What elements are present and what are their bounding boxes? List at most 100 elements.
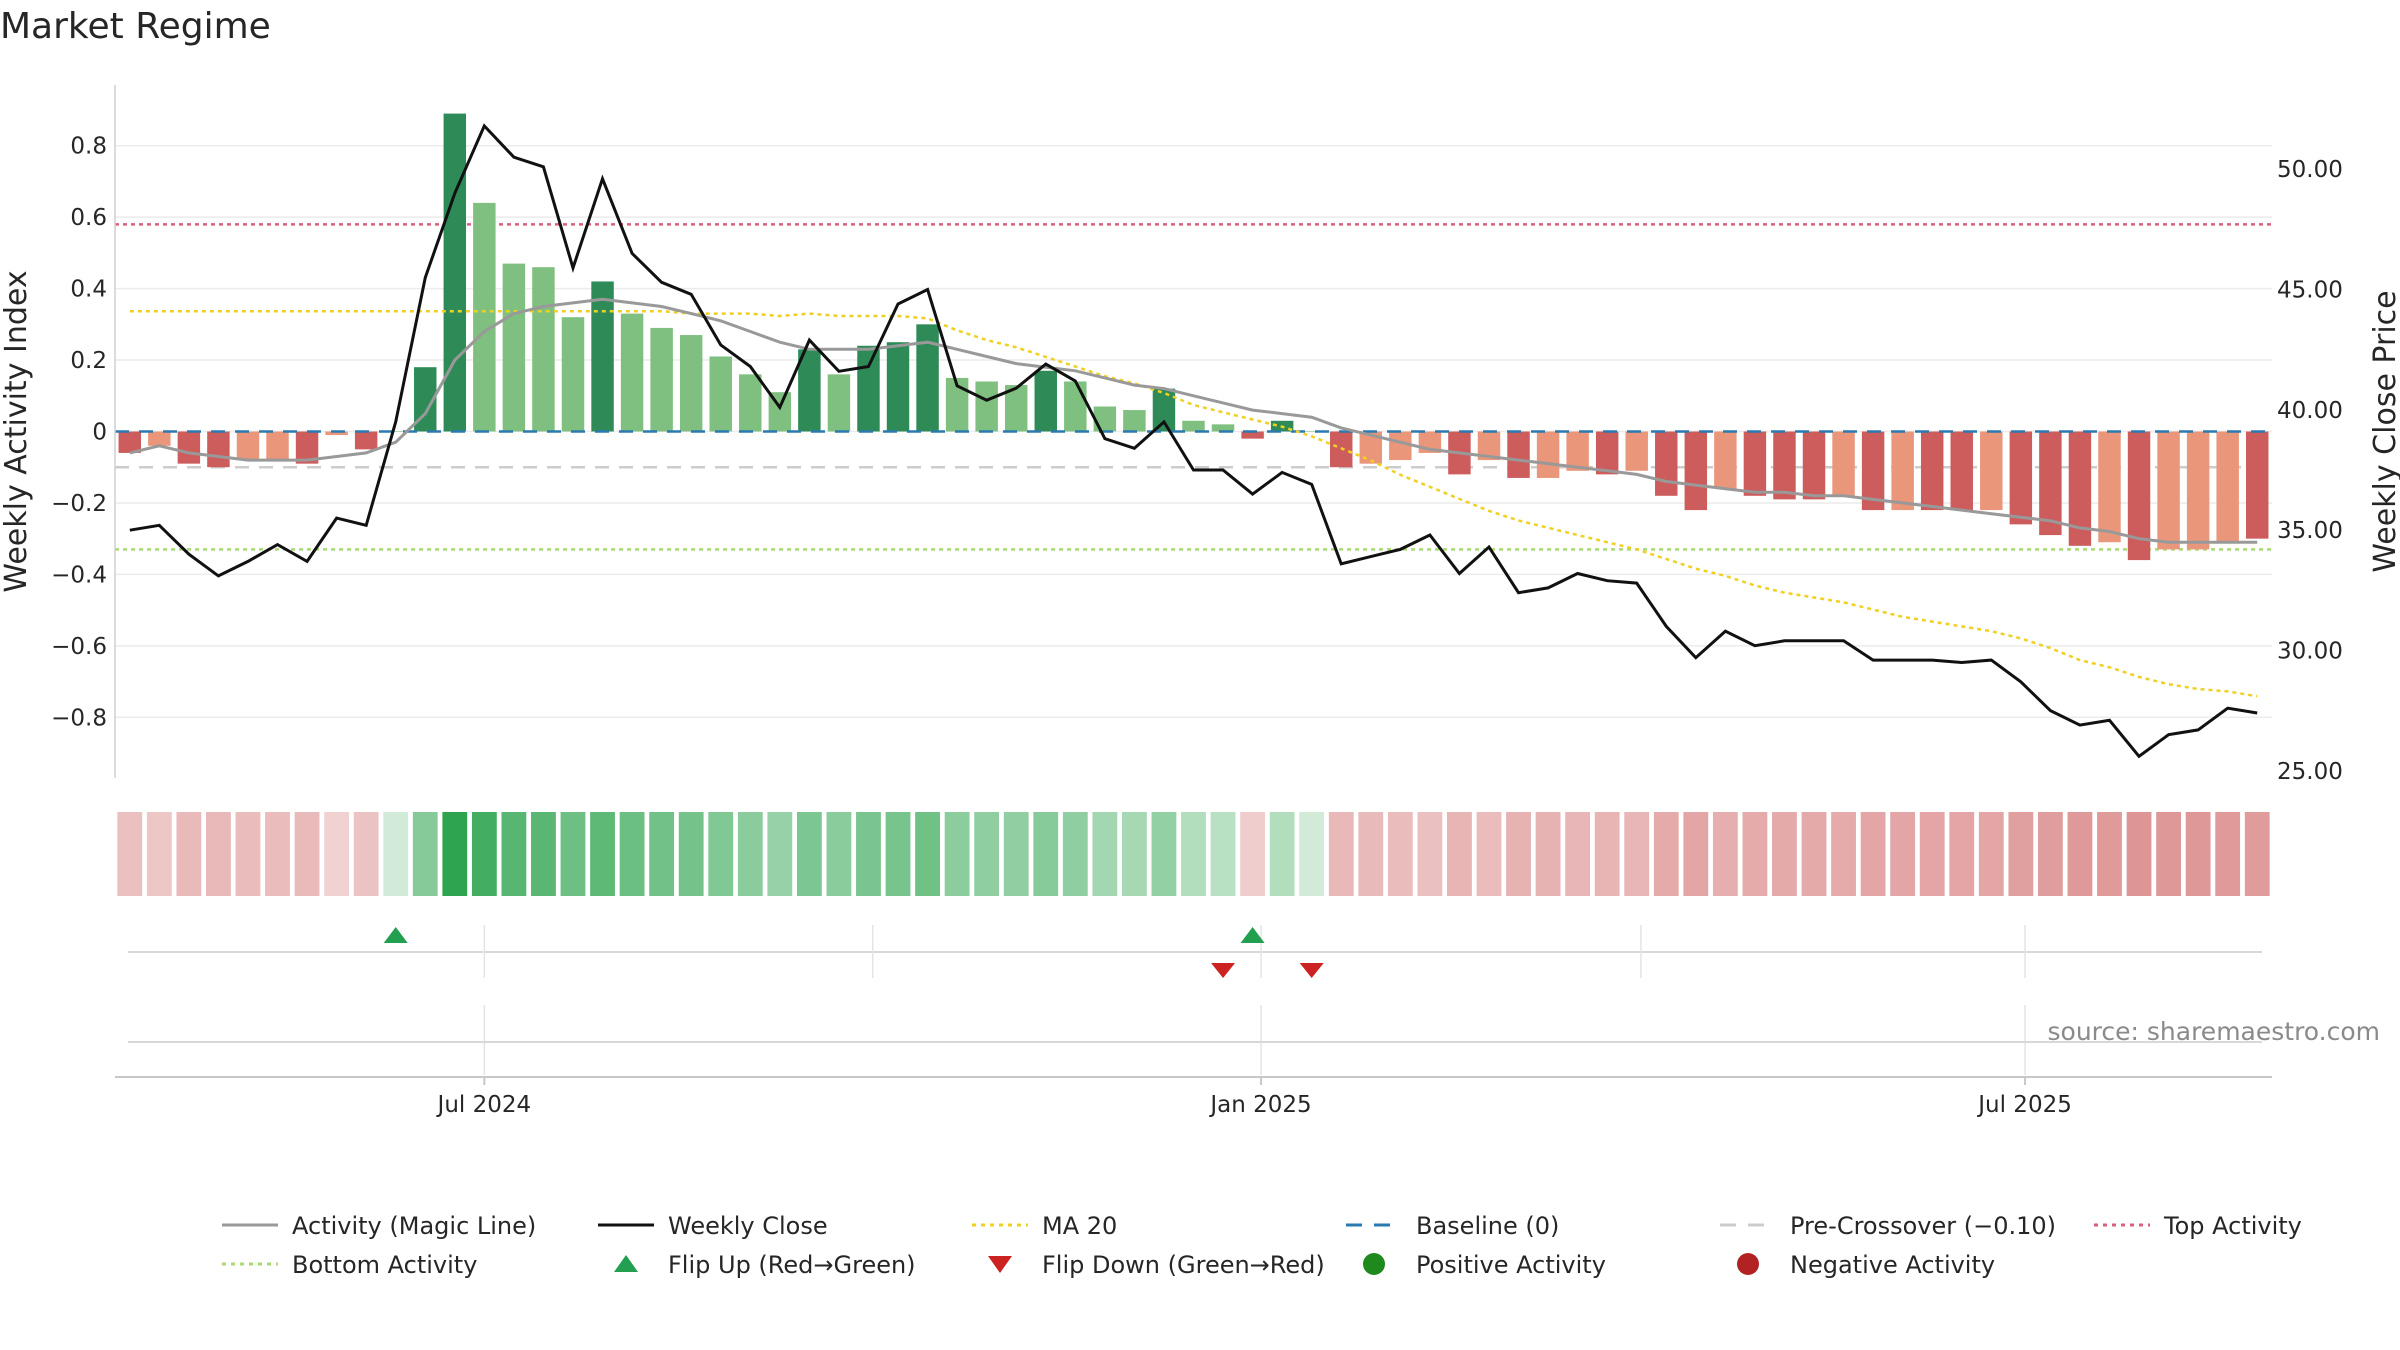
activity-bar	[591, 281, 614, 432]
heat-cell	[1476, 812, 1502, 896]
legend-item: Pre-Crossover (−0.10)	[1720, 1212, 2056, 1240]
activity-bar	[118, 431, 142, 453]
heat-cell	[294, 812, 320, 896]
activity-heat-strip	[117, 812, 2270, 896]
activity-bar	[502, 263, 526, 432]
flip-markers-panel	[128, 925, 2262, 978]
lower-panel: Jul 2024 Jan 2025 Jul 2025	[115, 1005, 2272, 1118]
heat-cell	[146, 812, 172, 896]
activity-bar	[798, 349, 821, 432]
right-tick-label: 25.00	[2277, 759, 2343, 785]
heat-cell	[531, 812, 556, 896]
left-axis-label: Weekly Activity Index	[0, 270, 34, 592]
activity-bar	[384, 431, 407, 432]
activity-bar	[1123, 410, 1146, 432]
legend-label: Flip Up (Red→Green)	[668, 1251, 916, 1279]
heat-cell	[649, 812, 675, 896]
activity-bar	[1980, 431, 2003, 511]
heat-cell	[206, 812, 231, 896]
x-tick-label: Jan 2025	[1208, 1092, 1311, 1118]
heat-cell	[737, 812, 763, 896]
heat-cell	[1387, 812, 1413, 896]
activity-bar	[2009, 431, 2033, 525]
heat-cell	[1092, 812, 1118, 896]
left-tick-label: −0.2	[51, 491, 107, 517]
activity-bar	[325, 431, 348, 436]
chart-title: Market Regime	[0, 6, 271, 47]
heat-cell	[1062, 812, 1088, 896]
legend-item: Activity (Magic Line)	[222, 1212, 536, 1240]
activity-bar	[1861, 431, 1885, 511]
x-tick-label: Jul 2024	[436, 1092, 532, 1118]
magic-line	[129, 297, 2258, 544]
heat-cell	[1712, 812, 1738, 896]
ma20-line	[129, 309, 2258, 698]
heat-cell	[1003, 812, 1029, 896]
left-tick-label: 0.8	[70, 134, 107, 160]
left-tick-label: −0.4	[51, 562, 107, 588]
heat-cell	[1890, 812, 1916, 896]
activity-bar	[650, 327, 673, 432]
activity-bar	[975, 381, 998, 432]
heat-cell	[1506, 812, 1531, 896]
legend-label: Top Activity	[2163, 1212, 2302, 1240]
heat-cell	[1240, 812, 1266, 896]
activity-bar	[1241, 431, 1264, 439]
activity-bar	[1300, 431, 1323, 432]
heat-cell	[1594, 812, 1620, 896]
activity-bar	[1182, 420, 1205, 432]
heat-cell	[2037, 812, 2063, 896]
activity-bar	[1064, 381, 1087, 432]
heat-cell	[856, 812, 881, 896]
heat-cell	[1653, 812, 1679, 896]
heat-cell	[826, 812, 852, 896]
activity-bar	[414, 367, 437, 432]
activity-bar	[2186, 431, 2210, 550]
left-tick-label: 0.6	[70, 205, 107, 231]
right-axis-label: Weekly Close Price	[2368, 290, 2400, 572]
heat-cell	[2215, 812, 2241, 896]
heat-cell	[1328, 812, 1354, 896]
activity-bar	[2157, 431, 2180, 550]
right-tick-label: 35.00	[2277, 518, 2343, 544]
heat-cell	[944, 812, 970, 896]
heat-cell	[1801, 812, 1827, 896]
heat-cell	[2067, 812, 2093, 896]
heat-cell	[1121, 812, 1147, 896]
activity-bar	[1507, 431, 1530, 478]
activity-bar	[1773, 431, 1796, 500]
heat-cell	[974, 812, 1000, 896]
flip-up-marker	[383, 927, 408, 943]
legend: Activity (Magic Line) Weekly Close MA 20 Ba…	[222, 1212, 2302, 1279]
activity-bar	[148, 431, 171, 446]
heat-cell	[885, 812, 911, 896]
heat-cell	[1624, 812, 1650, 896]
activity-bar	[679, 335, 703, 432]
activity-bar	[2068, 431, 2092, 546]
source-label: source: sharemaestro.com	[2048, 1017, 2381, 1046]
activity-bar	[1684, 431, 1708, 511]
activity-bar	[532, 267, 555, 432]
right-tick-label: 45.00	[2277, 278, 2343, 304]
heat-cell	[501, 812, 527, 896]
heat-cell	[383, 812, 409, 896]
activity-bar	[709, 356, 732, 432]
series-lines	[129, 123, 2258, 759]
heat-cell	[560, 812, 586, 896]
activity-bar	[1832, 431, 1855, 496]
legend-label: Weekly Close	[668, 1212, 828, 1240]
heat-cell	[1683, 812, 1709, 896]
heat-cell	[1210, 812, 1236, 896]
heat-cell	[2126, 812, 2152, 896]
activity-bar	[561, 317, 585, 432]
legend-label: MA 20	[1042, 1212, 1117, 1240]
x-tick-label: Jul 2025	[1976, 1092, 2072, 1118]
right-tick-label: 30.00	[2277, 638, 2343, 664]
activity-bar	[1595, 431, 1619, 475]
activity-bar	[2127, 431, 2151, 561]
right-tick-label: 40.00	[2277, 398, 2343, 424]
activity-bar	[1655, 431, 1678, 496]
heat-cell	[1742, 812, 1768, 896]
activity-bar	[827, 374, 851, 432]
